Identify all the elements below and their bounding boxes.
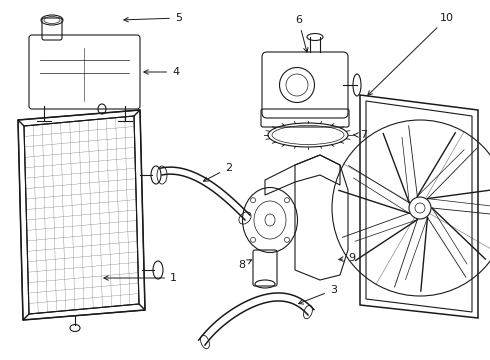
Text: 8: 8 — [238, 260, 251, 270]
Text: 6: 6 — [295, 15, 308, 52]
Text: 1: 1 — [104, 273, 177, 283]
Text: 4: 4 — [144, 67, 179, 77]
Text: 5: 5 — [124, 13, 182, 23]
Text: 9: 9 — [339, 253, 355, 263]
Text: 7: 7 — [354, 130, 367, 140]
Text: 10: 10 — [368, 13, 454, 95]
Text: 3: 3 — [298, 285, 337, 304]
Text: 2: 2 — [203, 163, 232, 181]
